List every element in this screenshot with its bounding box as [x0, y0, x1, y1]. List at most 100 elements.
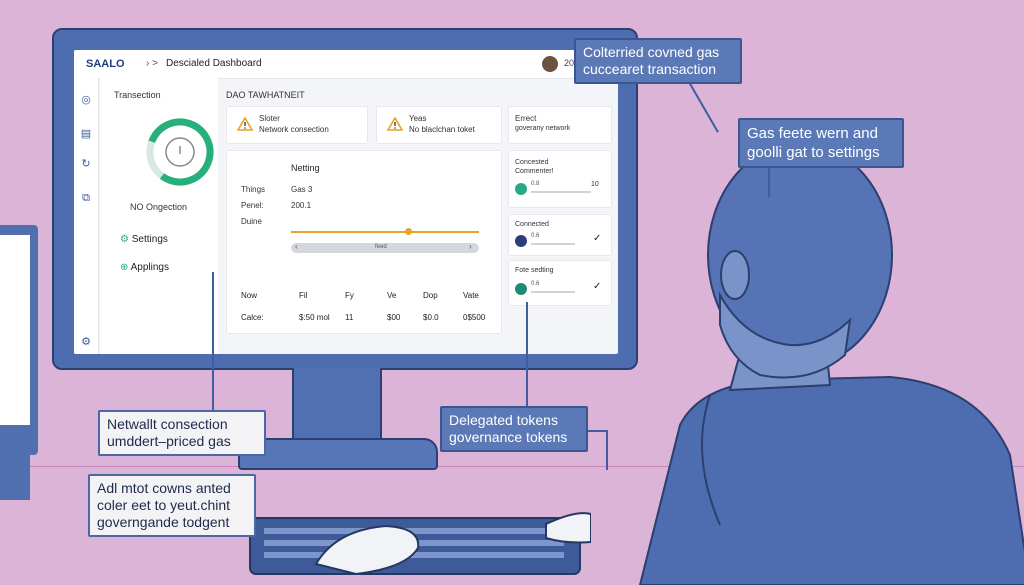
settings-icon[interactable]: ⚙	[81, 336, 91, 348]
callout-mid-right: Gas feete wern and goolli gat to setting…	[738, 118, 904, 168]
callout-leader	[578, 430, 608, 432]
token-item[interactable]: Concested Commenter! 0.8 10	[508, 150, 612, 208]
table-cell: 11	[345, 313, 354, 322]
token-sub: 0.8	[531, 181, 540, 187]
table-cell: $:50 mol	[299, 313, 330, 322]
connection-status: NO Ongection	[130, 202, 188, 212]
check-icon: ✓	[593, 233, 602, 244]
chevron-right-icon[interactable]: ›	[469, 242, 472, 251]
settings-title: Netting	[291, 163, 320, 173]
keyboard	[249, 512, 591, 576]
column-header: Ve	[387, 291, 397, 300]
callout-leader	[606, 430, 608, 470]
sidebar-item-label: Applings	[130, 262, 169, 273]
layers-icon[interactable]: ⧉	[82, 192, 90, 204]
callout-line: Netwallt consection	[107, 416, 228, 432]
table-cell: $00	[387, 313, 401, 322]
callout-bottom-note: Adl mtot cowns anted coler eet to yeut.c…	[88, 474, 256, 537]
callout-line: governance tokens	[449, 429, 568, 445]
column-header: Vate	[463, 291, 479, 300]
alert-card-token[interactable]: Yeas No blaclchan toket	[376, 106, 502, 144]
callout-leader	[212, 272, 214, 412]
page-title: Descialed Dashboard	[166, 58, 262, 69]
governance-card[interactable]: Errect goverany network	[508, 106, 612, 144]
token-title: Fote sedting	[515, 267, 554, 274]
token-avatar	[515, 183, 527, 195]
alert-card-network[interactable]: Sloter Network consection	[226, 106, 368, 144]
table-cell: 0$500	[463, 313, 486, 322]
column-header: Fy	[345, 291, 354, 300]
token-bar	[531, 291, 575, 293]
column-header: Fil	[299, 291, 308, 300]
callout-line: coler eet to yeut.chint	[97, 497, 231, 513]
callout-line: cuccearet transaction	[583, 61, 717, 77]
token-bar	[531, 191, 591, 193]
token-title: Concested	[515, 159, 549, 166]
callout-line: umddert–priced gas	[107, 433, 231, 449]
avatar[interactable]	[542, 56, 558, 72]
token-value: 10	[591, 181, 599, 188]
alert-title: Sloter	[259, 114, 280, 123]
callout-top-right: Colterried covned gas cuccearet transact…	[574, 38, 742, 84]
token-item[interactable]: Connected 0.6 ✓	[508, 214, 612, 256]
secondary-monitor	[0, 225, 38, 455]
sidebar-item-settings[interactable]: ⚙ Settings	[120, 234, 168, 245]
callout-leader	[768, 163, 770, 197]
token-sub: 0.6	[531, 281, 540, 287]
alert-text: Network consection	[259, 125, 329, 134]
table-cell: $0.0	[423, 313, 439, 322]
callout-leader	[526, 302, 528, 406]
token-subtitle: Commenter!	[515, 168, 554, 175]
refresh-icon[interactable]: ↻	[81, 158, 91, 170]
warning-icon	[387, 117, 403, 131]
warning-icon	[237, 117, 253, 131]
check-icon: ✓	[593, 281, 602, 292]
monitor-base	[238, 438, 438, 470]
document-icon[interactable]: ▤	[80, 128, 92, 140]
fee-control[interactable]: ‹ feed ›	[291, 242, 479, 253]
chevron-left-icon[interactable]: ‹	[295, 242, 298, 251]
callout-line: Gas feete wern and	[747, 125, 878, 142]
person-illustration	[638, 142, 1024, 585]
panel-header: Transection	[114, 90, 161, 100]
callout-bottom-left: Netwallt consection umddert–priced gas	[98, 410, 266, 456]
sidebar-item-applings[interactable]: ⊕ Applings	[120, 262, 169, 273]
secondary-monitor-stand	[0, 455, 30, 500]
token-sub: 0.6	[531, 233, 540, 239]
token-item[interactable]: Fote sedting 0.6 ✓	[508, 260, 612, 306]
column-header: Now	[241, 291, 258, 300]
alert-title: Yeas	[409, 114, 427, 123]
setting-label: Things	[241, 185, 266, 194]
token-avatar	[515, 283, 527, 295]
alert-text: No blaclchan toket	[409, 125, 475, 134]
callout-line: goolli gat to settings	[747, 144, 880, 161]
icon-rail: ◎ ▤ ↻ ⧉ ⚙	[74, 78, 99, 354]
desk-edge	[0, 466, 1024, 467]
status-ring	[146, 118, 214, 186]
monitor-neck	[292, 368, 382, 440]
column-header: Dop	[423, 291, 438, 300]
slider-handle[interactable]	[404, 228, 412, 235]
setting-label: Penel:	[241, 201, 264, 210]
settings-card: Netting Things Gas 3 Penel: 200.1 Duine …	[226, 150, 502, 334]
app-logo[interactable]: SAALO	[86, 58, 125, 70]
card-title: Errect	[515, 114, 537, 123]
setting-value: Gas 3	[291, 185, 313, 194]
breadcrumb-separator: › >	[146, 58, 158, 69]
fee-control-label: feed	[375, 244, 387, 250]
globe-icon[interactable]: ◎	[81, 94, 91, 106]
plus-circle-icon: ⊕	[120, 262, 129, 273]
token-avatar	[515, 235, 527, 247]
setting-label: Duine	[241, 217, 262, 226]
dashboard-screen: SAALO › > Descialed Dashboard 2012 ◎ ▤ ↻…	[74, 50, 618, 354]
callout-bottom-mid: Delegated tokens governance tokens	[440, 406, 588, 452]
token-bar	[531, 243, 575, 245]
section-title: DAO TAWHATNEIT	[226, 90, 305, 100]
gas-slider[interactable]	[291, 228, 479, 235]
callout-line: governgande todgent	[97, 514, 230, 530]
callout-line: Adl mtot cowns anted	[97, 480, 231, 496]
top-bar: SAALO › > Descialed Dashboard 2012	[74, 50, 618, 79]
callout-line: Delegated tokens	[449, 412, 558, 428]
table-cell: Calce:	[241, 313, 264, 322]
callout-line: Colterried covned gas	[583, 44, 720, 60]
